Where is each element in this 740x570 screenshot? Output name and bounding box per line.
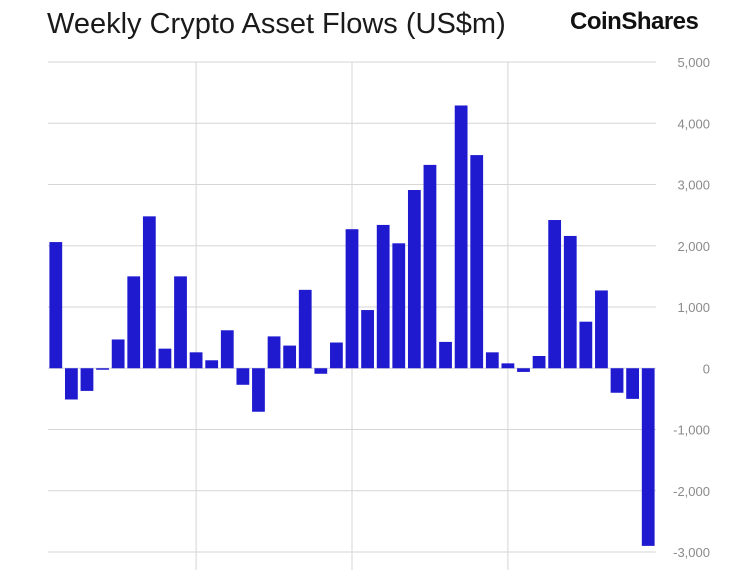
y-tick-label: 4,000	[677, 116, 710, 131]
bar	[641, 368, 655, 546]
bar	[563, 235, 577, 369]
bar	[80, 368, 94, 391]
bar	[189, 352, 203, 369]
bar	[127, 276, 141, 369]
bar	[548, 220, 562, 369]
bar	[485, 352, 499, 369]
y-tick-label: -1,000	[673, 423, 710, 438]
coinshares-logo: CoinShares	[570, 8, 699, 35]
y-tick-label: 1,000	[677, 300, 710, 315]
bar	[236, 368, 250, 385]
bar	[174, 276, 187, 369]
bar	[361, 310, 374, 369]
bar	[205, 360, 219, 369]
bar	[501, 363, 515, 369]
bar	[407, 190, 421, 369]
y-tick-label: -3,000	[673, 545, 710, 560]
bar	[111, 339, 125, 369]
bar	[626, 368, 640, 399]
bar	[252, 368, 265, 412]
bar	[330, 342, 343, 369]
bar	[595, 290, 608, 369]
bar	[96, 368, 109, 370]
bar	[439, 341, 452, 369]
bar	[345, 229, 359, 369]
bar	[283, 345, 297, 369]
bar	[532, 356, 546, 369]
bar	[49, 242, 63, 369]
bars	[49, 105, 655, 546]
bar	[579, 321, 593, 369]
bar	[314, 368, 328, 374]
y-tick-label: 2,000	[677, 239, 710, 254]
bar	[267, 336, 281, 369]
bar	[158, 348, 172, 369]
bar	[454, 105, 468, 369]
bar	[298, 289, 312, 369]
bar	[423, 164, 437, 369]
y-tick-label: 5,000	[677, 55, 710, 70]
bar	[142, 216, 156, 369]
y-tick-label: -2,000	[673, 484, 710, 499]
y-axis-ticks: 5,000 4,000 3,000 2,000 1,000 0 -1,000 -2,000 -3…	[673, 55, 710, 560]
bar	[610, 368, 624, 393]
y-tick-label: 3,000	[677, 178, 710, 193]
bar	[64, 368, 78, 400]
bar	[470, 155, 484, 369]
bar	[517, 368, 530, 372]
bar	[392, 243, 406, 369]
bar	[220, 330, 234, 369]
y-tick-label: 0	[703, 361, 710, 376]
bar	[376, 224, 390, 369]
chart-title: Weekly Crypto Asset Flows (US$m)	[47, 8, 506, 40]
